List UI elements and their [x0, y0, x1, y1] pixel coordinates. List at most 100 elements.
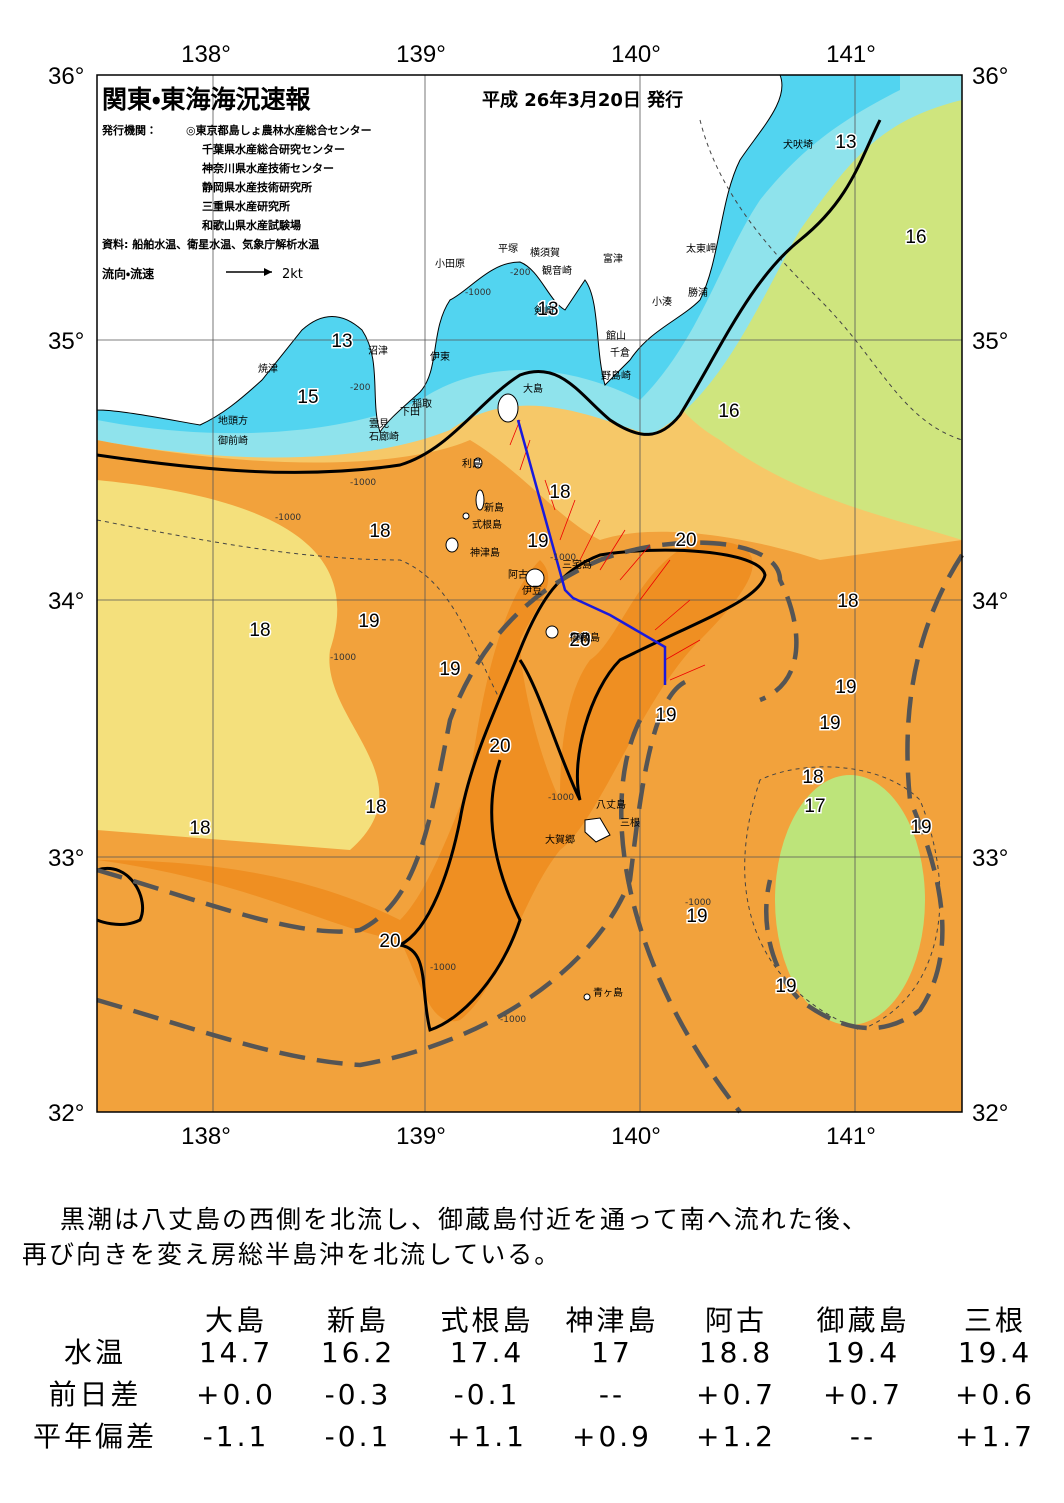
sea-cool [97, 480, 380, 850]
place-label: 御前崎 [218, 434, 248, 447]
contour-label: 13 [331, 331, 352, 352]
table-cell: +1.1 [447, 1420, 527, 1453]
place-label: 阿古 [508, 568, 528, 581]
place-label: 富津 [603, 252, 623, 265]
lat-label: 36° [972, 63, 1008, 90]
lat-label: 35° [48, 328, 84, 355]
observation-route [516, 419, 667, 685]
table-cell: 19.4 [826, 1336, 900, 1369]
depth-label: -1000 [500, 1015, 526, 1025]
place-label: 館山 [606, 329, 626, 342]
lat-label: 34° [48, 588, 84, 615]
contour-label: 19 [835, 677, 856, 698]
depth-label: -1000 [430, 963, 456, 973]
map-frame [96, 74, 963, 1113]
graticule [97, 75, 962, 1112]
description: 黒潮は八丈島の西側を北流し、御蔵島付近を通って南へ流れた後、 再び向きを変え房総… [22, 1205, 869, 1269]
contour-label: 16 [718, 401, 739, 422]
place-label: 小湊 [652, 295, 672, 308]
lat-label: 34° [972, 588, 1008, 615]
place-label: 八丈島 [596, 798, 626, 811]
contour-label: 16 [905, 227, 926, 248]
lon-label: 140° [611, 1123, 661, 1150]
lat-label: 35° [972, 328, 1008, 355]
depth-label: -200 [510, 268, 531, 278]
table-cell: 17.4 [450, 1336, 524, 1369]
issue-date: 平成 26年3月20日 発行 [482, 89, 683, 111]
island [475, 489, 485, 511]
column-header: 大島 [205, 1304, 267, 1337]
table-cell: +0.7 [696, 1378, 776, 1411]
table-cell: +0.6 [955, 1378, 1035, 1411]
island [583, 993, 591, 1001]
table-cell: +1.2 [696, 1420, 776, 1453]
depth-label: -1000 [350, 478, 376, 488]
contour-label: 18 [189, 818, 210, 839]
contour-label: 18 [549, 482, 570, 503]
lon-label: 138° [181, 1123, 231, 1150]
issuer: 千葉県水産総合研究センター [202, 142, 345, 156]
table-cell: 14.7 [199, 1336, 273, 1369]
table-cell: 17 [591, 1336, 633, 1369]
contour-labels: 13 16 13 13 15 16 18 18 19 20 20 18 18 19 19 19 19 19 20 18… [188, 131, 933, 999]
table-cell: 19.4 [958, 1336, 1032, 1369]
column-header: 新島 [327, 1304, 389, 1337]
depth-label: -1000 [465, 288, 491, 298]
contour-label: 13 [537, 299, 558, 320]
island [584, 817, 611, 843]
island [497, 393, 519, 423]
issuer-label: 発行機関： [101, 123, 157, 137]
kuroshio-path [96, 540, 799, 934]
issuer: 神奈川県水産技術センター [201, 161, 334, 175]
cold-eddy [775, 775, 925, 1025]
place-label: 青ヶ島 [593, 986, 623, 999]
place-label: 地頭方 [218, 414, 248, 427]
lon-label: 139° [396, 1123, 446, 1150]
place-label: 焼津 [258, 363, 278, 375]
place-label: 千倉 [610, 347, 630, 359]
thin-contours [96, 119, 963, 1031]
contour-label: 19 [819, 713, 840, 734]
depth-label: -1000 [548, 793, 574, 803]
contour-label: 15 [297, 387, 318, 408]
legend-arrowhead [264, 268, 272, 276]
description-line: 黒潮は八丈島の西側を北流し、御蔵島付近を通って南へ流れた後、 [60, 1205, 869, 1234]
contour-label: 20 [379, 931, 400, 952]
column-header: 御蔵島 [816, 1304, 909, 1337]
description-line: 再び向きを変え房総半島沖を北流している。 [22, 1240, 561, 1269]
depth-label: -1000 [330, 653, 356, 663]
contour [399, 548, 767, 947]
lon-label: 141° [826, 1123, 876, 1150]
contour-label: 19 [686, 906, 707, 927]
column-header: 阿古 [705, 1304, 767, 1337]
place-label: 利島 [462, 457, 482, 470]
table-cell: -- [850, 1420, 876, 1453]
axis-labels: 138° 139° 140° 141° 138° 139° 140° 141° … [48, 41, 1008, 1150]
islands [445, 393, 611, 1001]
contour [96, 866, 145, 926]
depth-label: -1000 [550, 553, 576, 563]
place-label: 勝浦 [688, 286, 708, 299]
lon-label: 141° [826, 41, 876, 68]
place-label: 犬吠埼 [783, 138, 813, 151]
contour-label: 20 [489, 736, 510, 757]
contour-label: 19 [655, 705, 676, 726]
lat-label: 32° [48, 1100, 84, 1127]
lon-label: 139° [396, 41, 446, 68]
table-cell: -- [599, 1378, 625, 1411]
place-label: 小田原 [435, 258, 465, 270]
contour-label: 19 [527, 531, 548, 552]
place-label: 御蔵島 [570, 631, 600, 644]
contour-label: 18 [837, 591, 858, 612]
island [445, 537, 459, 553]
land [96, 74, 783, 434]
issuer: ◎東京都島しょ農林水産総合センター [186, 123, 372, 137]
place-label: 太東岬 [686, 242, 716, 255]
place-label: 三宅島 [562, 558, 592, 571]
table-cell: +0.7 [823, 1378, 903, 1411]
place-label: 三根 [620, 816, 640, 829]
contour-label: 18 [802, 767, 823, 788]
